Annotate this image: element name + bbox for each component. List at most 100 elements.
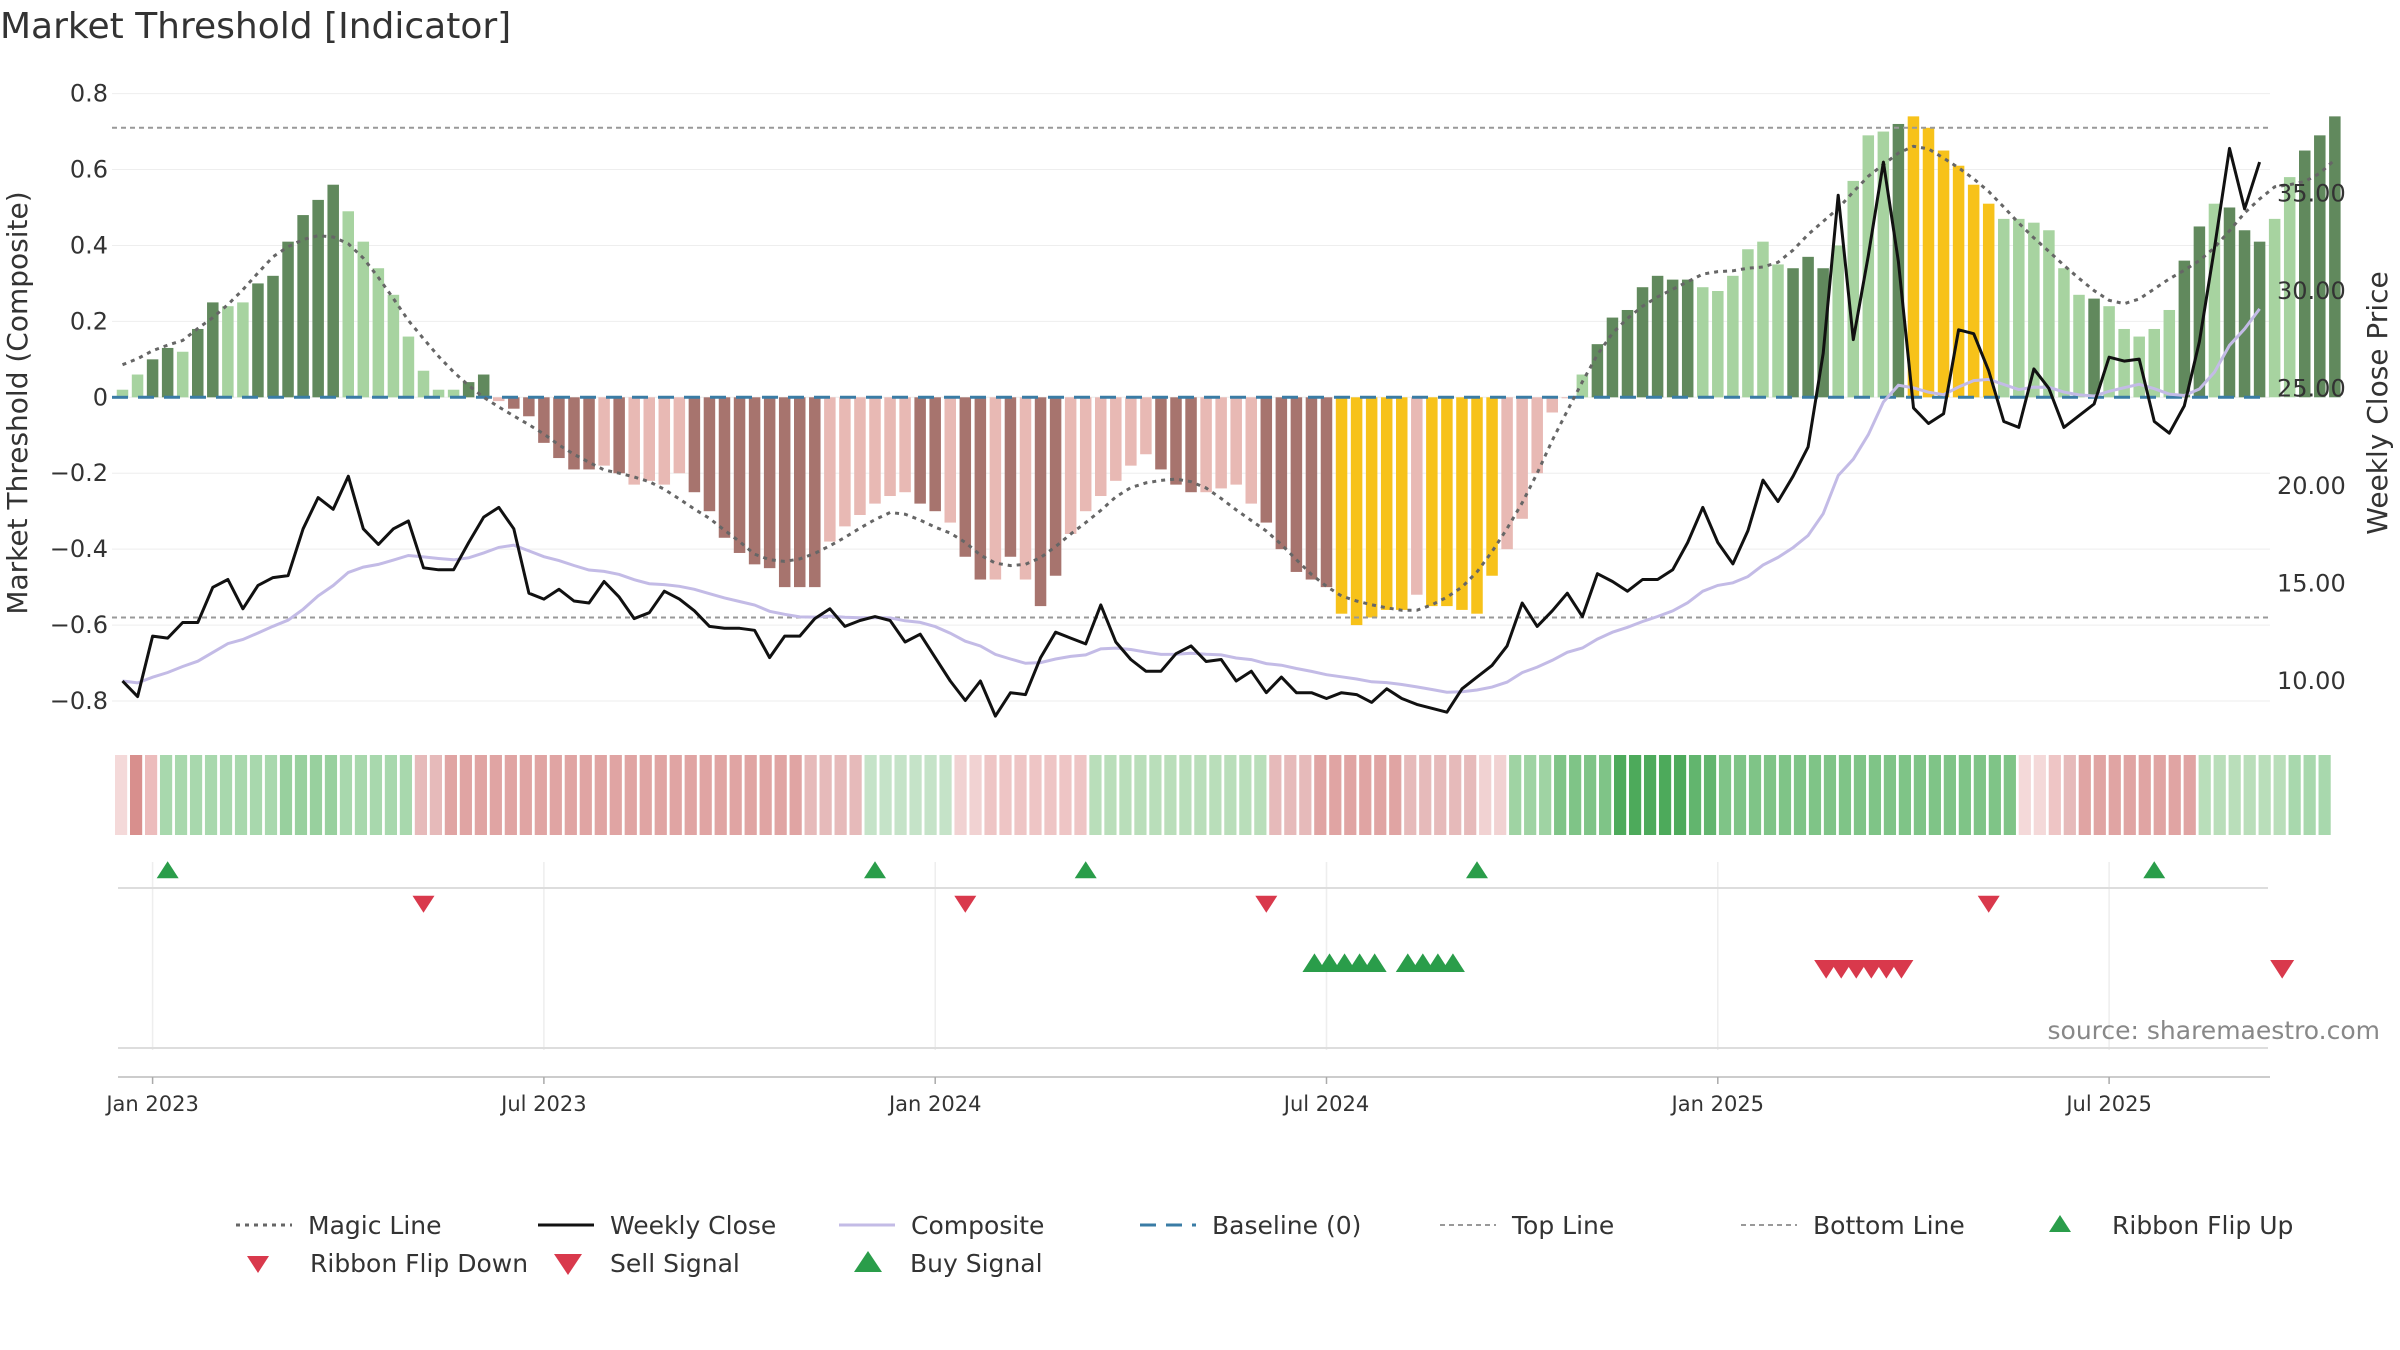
ribbon-segment (2198, 755, 2211, 835)
x-tick-label: Jul 2025 (2064, 1092, 2151, 1116)
y2-tick-label: 35.00 (2277, 179, 2346, 207)
ribbon-segment (2033, 755, 2046, 835)
composite-bar (1712, 291, 1724, 398)
y2-tick-label: 10.00 (2277, 667, 2346, 695)
ribbon-segment (2063, 755, 2076, 835)
composite-bar (327, 184, 339, 398)
ribbon-segment (669, 755, 682, 835)
ribbon-segment (1389, 755, 1402, 835)
ribbon-segment (354, 755, 368, 835)
composite-bar (1681, 279, 1694, 398)
ribbon-segment (984, 755, 997, 835)
weekly-close-line (121, 146, 2262, 718)
legend-label: Baseline (0) (1212, 1211, 1361, 1240)
ribbon-segment (1344, 755, 1357, 835)
legend-label: Composite (911, 1211, 1044, 1240)
composite-bar (222, 306, 234, 398)
source-label: source: sharemaestro.com (2048, 1016, 2381, 1045)
ribbon-segment (1524, 755, 1537, 835)
ribbon-segment (459, 755, 472, 835)
composite-bar (1079, 397, 1092, 512)
chart-title: Market Threshold [Indicator] (0, 6, 511, 47)
composite-bar (1922, 127, 1935, 398)
x-tick-label: Jan 2025 (1670, 1092, 1765, 1116)
ribbon-segment (2168, 755, 2181, 835)
ribbon-segment (549, 755, 562, 835)
composite-bar (1982, 203, 1995, 398)
composite-bar (974, 397, 987, 580)
composite-bar (1772, 264, 1784, 398)
ribbon-segment (234, 755, 248, 835)
x-axis: Jan 2023 Jul 2023 Jan 2024 Jul 2024 Jan 2025… (104, 1076, 2270, 1116)
ribbon-segment (954, 755, 967, 835)
ribbon-segment (2018, 755, 2031, 835)
composite-bar (1546, 397, 1558, 413)
ribbon-flip-down-marker (954, 895, 977, 913)
composite-bar (1320, 397, 1333, 588)
composite-bar (1516, 397, 1528, 519)
composite-bar (1802, 256, 1814, 398)
ribbon-segment (2258, 755, 2271, 835)
legend-item-flipdown: Ribbon Flip Down (247, 1249, 528, 1278)
composite-bar (131, 374, 144, 398)
composite-bar (2299, 150, 2311, 398)
y-tick-label: −0.2 (50, 459, 108, 487)
composite-bar (643, 397, 655, 481)
composite-bar (297, 215, 309, 398)
ribbon-segment (189, 755, 203, 835)
composite-bar (2148, 328, 2160, 398)
composite-bar (2178, 260, 2191, 398)
composite-bar (2073, 294, 2085, 398)
composite-bar (1832, 245, 1844, 398)
ribbon-segment (1164, 755, 1177, 835)
ribbon-segment (624, 755, 637, 835)
ribbon-flip-up-marker (864, 861, 886, 879)
composite-bar (1666, 279, 1679, 398)
composite-bar (778, 397, 791, 588)
composite-bar (1441, 397, 1453, 607)
composite-bar (688, 397, 701, 493)
legend-item-magic: Magic Line (236, 1211, 442, 1240)
ribbon-segment (1703, 755, 1717, 835)
ribbon-segment (1628, 755, 1642, 835)
ribbon-segment (144, 755, 158, 835)
ribbon-segment (1254, 755, 1267, 835)
composite-bar (387, 294, 400, 398)
composite-bar (1260, 397, 1273, 523)
legend-item-buy: Buy Signal (854, 1249, 1043, 1278)
ribbon-segment (774, 755, 787, 835)
composite-bar (357, 241, 370, 398)
ribbon-segment (1509, 755, 1522, 835)
composite-bar (417, 370, 430, 398)
ribbon-segment (759, 755, 772, 835)
ribbon-segment (1584, 755, 1597, 835)
ribbon-segment (174, 755, 188, 835)
composite-bar (944, 397, 956, 523)
composite-bar (914, 397, 926, 504)
composite-bar (2329, 116, 2341, 398)
composite-bar (1140, 397, 1152, 455)
composite-bar (1350, 397, 1363, 626)
sell-signal-marker (2270, 960, 2295, 979)
ribbon-segment (489, 755, 502, 835)
y-tick-label: −0.6 (50, 611, 108, 639)
ribbon-segment (2183, 755, 2196, 835)
ribbon-segment (1104, 755, 1117, 835)
ribbon-segment (1449, 755, 1462, 835)
buy-signal-marker (1395, 953, 1420, 972)
composite-bar (2283, 177, 2296, 398)
ribbon-segment (1134, 755, 1147, 835)
composite-bar (1862, 135, 1875, 398)
sell-signal-marker (1844, 960, 1869, 979)
ribbon-segment (999, 755, 1012, 835)
composite-bar (1561, 397, 1574, 399)
composite-bar (1847, 180, 1859, 398)
ribbon-segment (1614, 755, 1627, 835)
ribbon-segment (2123, 755, 2136, 835)
ribbon-segment (864, 755, 877, 835)
composite-bar (2208, 203, 2221, 398)
composite-bar (1486, 397, 1498, 576)
composite-bar (1019, 397, 1032, 580)
ribbon-segment (564, 755, 577, 835)
